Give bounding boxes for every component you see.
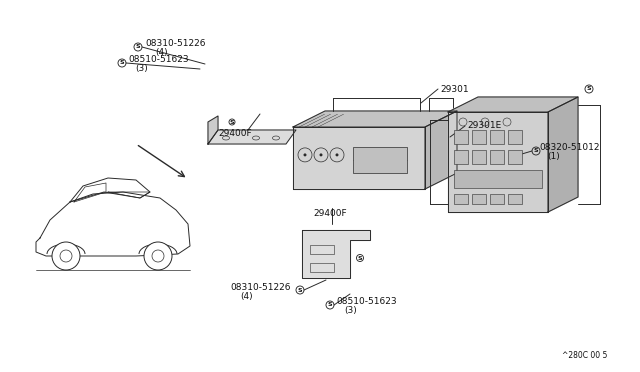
Text: (3): (3)	[344, 307, 356, 315]
Text: (3): (3)	[135, 64, 148, 74]
Bar	[454, 130, 468, 144]
Text: 08310-51226: 08310-51226	[145, 38, 205, 48]
Text: 08510-51623: 08510-51623	[336, 298, 397, 307]
Polygon shape	[208, 130, 296, 144]
Text: 08320-51012: 08320-51012	[539, 144, 600, 153]
Text: S: S	[328, 302, 332, 308]
Polygon shape	[448, 112, 548, 212]
Text: 29301: 29301	[440, 84, 468, 93]
Circle shape	[303, 153, 307, 156]
Circle shape	[335, 153, 339, 156]
Text: 08510-51623: 08510-51623	[128, 55, 189, 64]
Text: 29400F: 29400F	[218, 129, 252, 138]
Bar	[310, 263, 334, 272]
Polygon shape	[448, 97, 578, 112]
Bar	[508, 150, 522, 164]
Bar	[490, 130, 504, 144]
Polygon shape	[293, 127, 425, 189]
Polygon shape	[425, 111, 457, 189]
Bar	[490, 150, 504, 164]
Text: S: S	[230, 119, 234, 125]
Bar	[454, 150, 468, 164]
Bar	[353, 147, 407, 173]
Text: 08310-51226: 08310-51226	[230, 283, 291, 292]
Bar	[472, 194, 486, 204]
Text: S: S	[587, 87, 591, 92]
Polygon shape	[548, 97, 578, 212]
Bar	[472, 130, 486, 144]
Polygon shape	[208, 116, 218, 144]
Text: S: S	[534, 148, 538, 154]
Text: ^280C 00 5: ^280C 00 5	[562, 352, 607, 360]
Text: 29301E: 29301E	[467, 122, 501, 131]
Bar	[508, 194, 522, 204]
Bar	[310, 245, 334, 254]
Text: S: S	[298, 288, 302, 292]
Bar	[454, 194, 468, 204]
Bar	[508, 130, 522, 144]
Text: 29400F: 29400F	[313, 209, 347, 218]
Bar	[472, 150, 486, 164]
Bar	[490, 194, 504, 204]
Text: S: S	[120, 61, 124, 65]
Polygon shape	[302, 230, 370, 278]
Text: (4): (4)	[155, 48, 168, 57]
Circle shape	[319, 153, 323, 156]
Text: (4): (4)	[240, 292, 253, 301]
Text: S: S	[358, 256, 362, 260]
Text: (1): (1)	[547, 153, 560, 161]
Circle shape	[52, 242, 80, 270]
Bar	[454, 170, 542, 188]
Circle shape	[144, 242, 172, 270]
Text: S: S	[136, 45, 140, 49]
Polygon shape	[293, 111, 457, 127]
